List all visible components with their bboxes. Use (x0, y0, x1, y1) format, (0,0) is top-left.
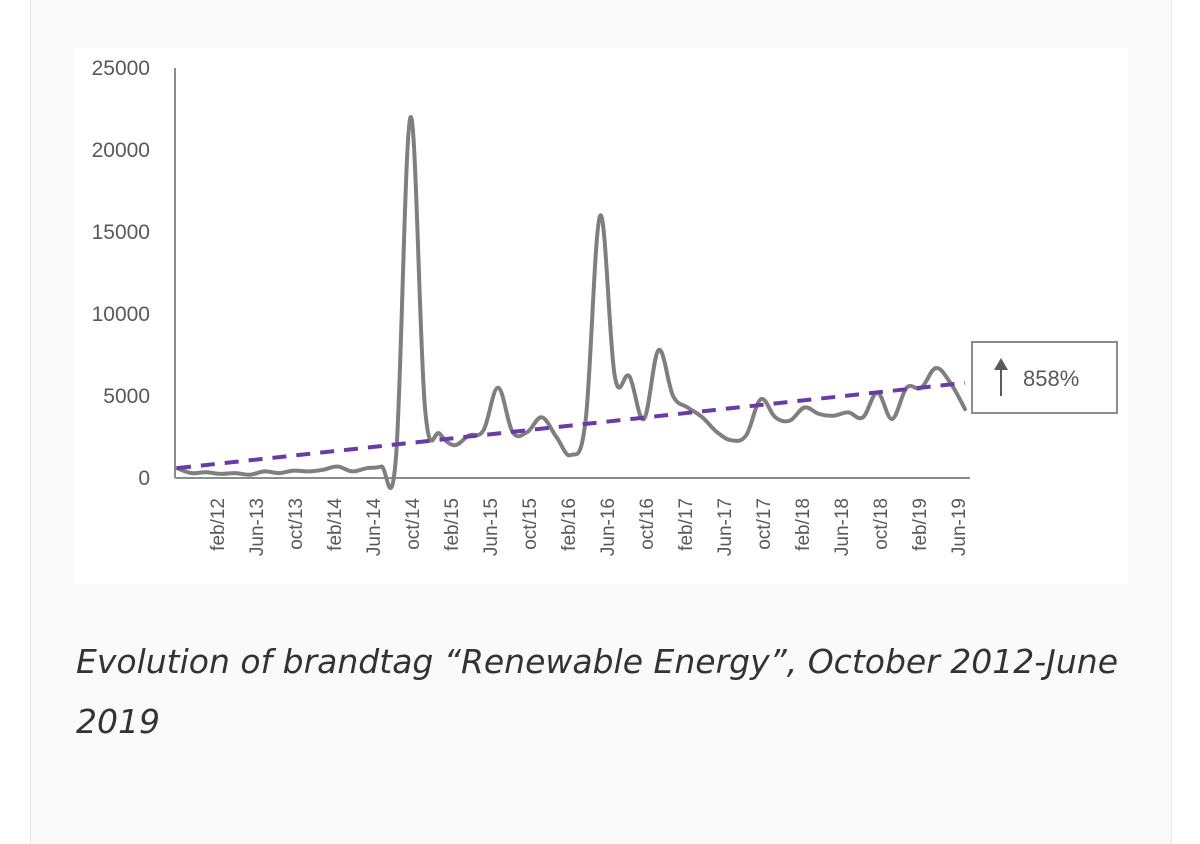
y-tick-label: 20000 (92, 139, 150, 162)
up-arrow-icon (994, 358, 1008, 370)
x-tick-label: oct/13 (286, 498, 307, 550)
x-tick-label: feb/14 (325, 498, 346, 551)
x-tick-label: Jun-13 (247, 498, 268, 556)
x-tick-label: feb/18 (793, 498, 814, 551)
chart-figure: 0 5000 10000 15000 20000 25000 feb/12 Jun-13 oct… (74, 48, 1128, 584)
x-tick-label: Jun-18 (832, 498, 853, 556)
page-margin-left (0, 0, 31, 844)
x-tick-label: oct/17 (754, 498, 775, 550)
y-tick-label: 15000 (92, 221, 150, 244)
y-tick-label: 10000 (92, 303, 150, 326)
annotation-label: 858% (1023, 366, 1079, 391)
line-chart: 0 5000 10000 15000 20000 25000 feb/12 Jun-13 oct… (92, 57, 1118, 557)
x-tick-label: oct/15 (520, 498, 541, 550)
figure-caption: Evolution of brandtag “Renewable Energy”… (76, 642, 1119, 741)
x-tick-label: Jun-16 (598, 498, 619, 556)
x-tick-label: Jun-19 (949, 498, 970, 556)
trend-line (176, 380, 966, 471)
y-tick-label: 0 (138, 467, 150, 490)
x-tick-label: feb/17 (676, 498, 697, 551)
x-tick-label: feb/12 (208, 498, 229, 551)
series-line-renewable-energy (175, 115, 967, 490)
x-tick-label: feb/19 (910, 498, 931, 551)
x-tick-label: feb/15 (442, 498, 463, 551)
y-tick-label: 25000 (92, 57, 150, 80)
x-tick-label: oct/14 (403, 498, 424, 550)
x-tick-label: Jun-14 (364, 498, 385, 557)
annotation-box (971, 341, 1118, 414)
x-tick-label: feb/16 (559, 498, 580, 551)
x-tick-label: oct/16 (637, 498, 658, 550)
x-tick-label: oct/18 (871, 498, 892, 550)
y-tick-label: 5000 (103, 385, 150, 408)
page-margin-right (1171, 0, 1200, 844)
x-tick-label: Jun-17 (715, 498, 736, 556)
x-tick-label: Jun-15 (481, 498, 502, 556)
